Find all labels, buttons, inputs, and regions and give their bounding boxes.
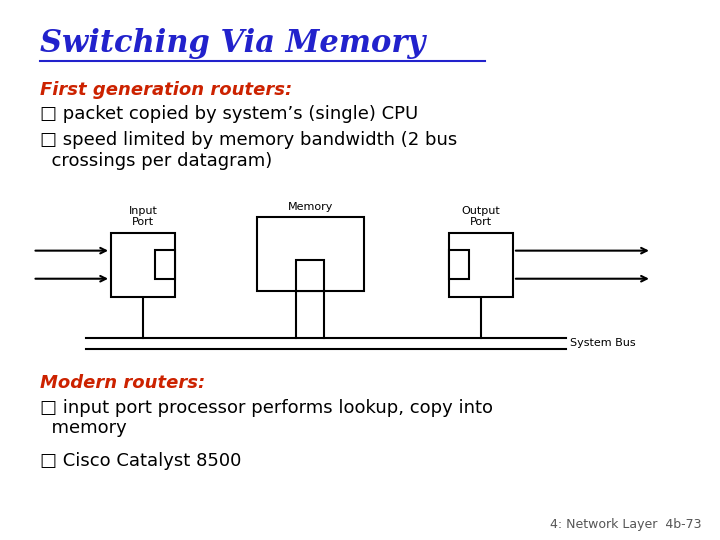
Text: □ packet copied by system’s (single) CPU: □ packet copied by system’s (single) CPU [40, 105, 418, 123]
Text: □ speed limited by memory bandwidth (2 bus
  crossings per datagram): □ speed limited by memory bandwidth (2 b… [40, 131, 457, 170]
Bar [111, 233, 175, 296]
Text: Memory: Memory [287, 201, 333, 212]
Text: □ input port processor performs lookup, copy into
  memory: □ input port processor performs lookup, … [40, 399, 492, 437]
Text: Input
Port: Input Port [128, 206, 158, 227]
Text: System Bus: System Bus [570, 339, 636, 348]
Bar [296, 260, 325, 291]
Text: □ Cisco Catalyst 8500: □ Cisco Catalyst 8500 [40, 452, 241, 470]
Bar [155, 250, 175, 279]
Text: Switching Via Memory: Switching Via Memory [40, 28, 425, 59]
Bar [257, 217, 364, 291]
Bar [449, 250, 469, 279]
Bar [449, 233, 513, 296]
Text: 4: Network Layer  4b-73: 4: Network Layer 4b-73 [550, 517, 701, 530]
Text: First generation routers:: First generation routers: [40, 81, 292, 99]
Text: Output
Port: Output Port [462, 206, 500, 227]
Text: Modern routers:: Modern routers: [40, 374, 205, 391]
